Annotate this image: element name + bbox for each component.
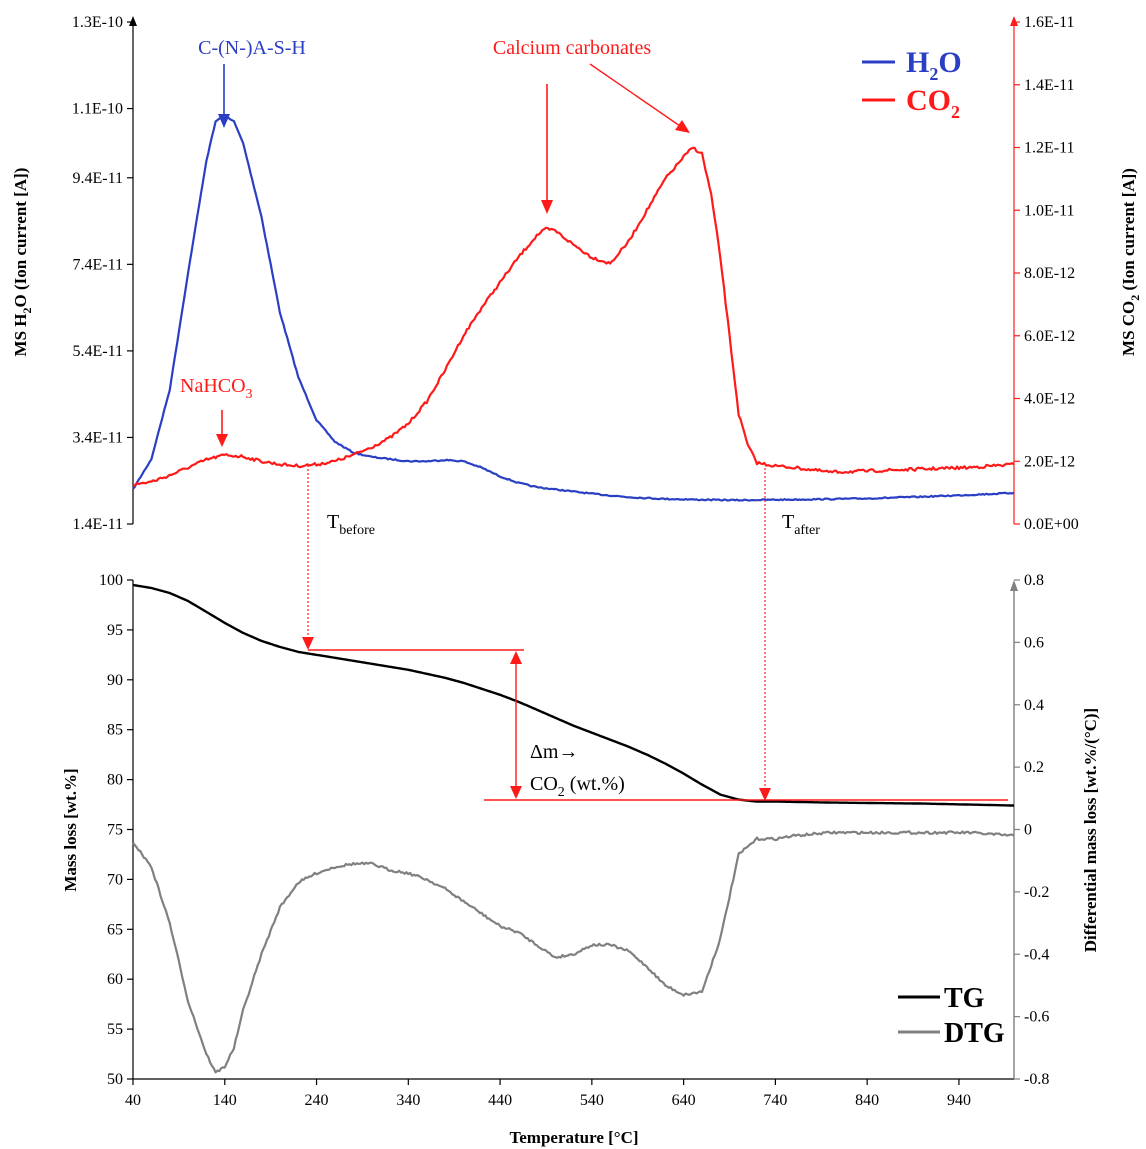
- x-tick-label: 840: [855, 1092, 879, 1109]
- x-tick-label: 440: [488, 1092, 512, 1109]
- top-left-ticks: 1.4E-11 3.4E-11 5.4E-11 7.4E-11 9.4E-11 1.1E-…: [72, 14, 133, 533]
- annotation-carbonates-arrowhead-1: [541, 200, 553, 214]
- tbefore-connector-arrowhead: [302, 637, 314, 650]
- bottom-right-tick-label: -0.6: [1024, 1009, 1049, 1026]
- top-right-tick-label: 1.6E-11: [1024, 14, 1075, 31]
- delta-m-arrowhead-down: [510, 786, 522, 799]
- x-tick-label: 740: [763, 1092, 787, 1109]
- x-tick-label: 140: [213, 1092, 237, 1109]
- bottom-right-tick-label: 0.2: [1024, 759, 1044, 776]
- co2-series-line: [132, 146, 1015, 487]
- top-left-tick-label: 1.1E-10: [72, 101, 123, 118]
- top-right-tick-label: 1.2E-11: [1024, 140, 1075, 157]
- bottom-panel: 50 55 60 65 70 75 80 85 90 95 100 -0.8 -0.6 -0.4 -0.2…: [61, 572, 1100, 1147]
- bottom-right-tick-label: 0.4: [1024, 697, 1044, 714]
- legend-dtg-label: DTG: [944, 1018, 1005, 1049]
- annotation-cnash-arrowhead: [218, 114, 230, 128]
- top-right-axis-label: MS CO2 (Ion current [A]): [1119, 168, 1142, 356]
- bottom-right-tick-label: 0.8: [1024, 572, 1044, 589]
- annotation-nahco3-arrowhead: [216, 434, 228, 447]
- bottom-left-tick-label: 100: [99, 572, 123, 589]
- top-left-axis-label: MS H2O (Ion current [A]): [11, 168, 34, 357]
- bottom-right-tick-label: 0: [1024, 822, 1032, 839]
- top-left-tick-label: 5.4E-11: [72, 343, 123, 360]
- delta-m-arrowhead-up: [510, 651, 522, 664]
- top-right-axis-arrow: [1010, 16, 1018, 26]
- annotation-tafter: Tafter: [782, 511, 820, 538]
- x-tick-label: 40: [125, 1092, 141, 1109]
- top-left-tick-label: 1.4E-11: [72, 516, 123, 533]
- x-axis-label: Temperature [°C]: [509, 1128, 638, 1147]
- bottom-right-ticks: -0.8 -0.6 -0.4 -0.2 0 0.2 0.4 0.6 0.8: [1014, 572, 1049, 1088]
- x-tick-label: 540: [580, 1092, 604, 1109]
- top-left-tick-label: 3.4E-11: [72, 429, 123, 446]
- top-left-tick-label: 9.4E-11: [72, 170, 123, 187]
- bottom-left-tick-label: 50: [107, 1071, 123, 1088]
- bottom-left-tick-label: 60: [107, 971, 123, 988]
- annotation-nahco3: NaHCO3: [180, 375, 253, 402]
- bottom-left-tick-label: 85: [107, 722, 123, 739]
- tafter-connector-arrowhead: [759, 788, 771, 801]
- x-tick-label: 240: [305, 1092, 329, 1109]
- annotation-carbonates-arrow-2: [589, 63, 681, 127]
- x-axis-ticks: 40 140 240 340 440 540 640 740 840 940: [125, 1079, 971, 1109]
- annotation-co2-wt: CO2 (wt.%): [530, 773, 625, 800]
- bottom-left-tick-label: 90: [107, 672, 123, 689]
- bottom-right-tick-label: -0.4: [1024, 946, 1049, 963]
- bottom-left-tick-label: 65: [107, 921, 123, 938]
- annotation-delta-m: Δm→: [530, 741, 578, 763]
- bottom-right-tick-label: 0.6: [1024, 634, 1044, 651]
- top-right-ticks: 0.0E+00 2.0E-12 4.0E-12 6.0E-12 8.0E-12 1.0E-…: [1014, 14, 1079, 533]
- legend-co2-label: CO2: [906, 84, 960, 122]
- top-right-tick-label: 4.0E-12: [1024, 391, 1075, 408]
- bottom-left-axis-label: Mass loss [wt.%]: [61, 768, 80, 891]
- top-right-tick-label: 0.0E+00: [1024, 516, 1079, 533]
- bottom-right-tick-label: -0.2: [1024, 884, 1049, 901]
- bottom-left-tick-label: 75: [107, 822, 123, 839]
- top-right-tick-label: 2.0E-12: [1024, 453, 1075, 470]
- top-left-tick-label: 1.3E-10: [72, 14, 123, 31]
- annotation-carbonates: Calcium carbonates: [493, 37, 651, 59]
- legend-tg-label: TG: [944, 983, 985, 1014]
- bottom-right-axis-arrow: [1010, 580, 1018, 591]
- bottom-right-tick-label: -0.8: [1024, 1071, 1049, 1088]
- bottom-left-tick-label: 95: [107, 622, 123, 639]
- bottom-left-tick-label: 55: [107, 1021, 123, 1038]
- bottom-left-ticks: 50 55 60 65 70 75 80 85 90 95 100: [99, 572, 133, 1088]
- top-right-tick-label: 8.0E-12: [1024, 265, 1075, 282]
- annotation-cnash: C-(N-)A-S-H: [198, 37, 306, 59]
- h2o-series-line: [132, 113, 1015, 502]
- legend-h2o-label: H2O: [906, 46, 962, 84]
- bottom-right-axis-label: Differential mass loss [wt.%/(°C)]: [1081, 708, 1100, 952]
- top-left-tick-label: 7.4E-11: [72, 256, 123, 273]
- top-right-tick-label: 1.0E-11: [1024, 202, 1075, 219]
- top-right-tick-label: 1.4E-11: [1024, 77, 1075, 94]
- dtg-series-line: [132, 830, 1015, 1074]
- tg-series-line: [132, 583, 1014, 807]
- top-left-axis-arrow: [129, 16, 137, 26]
- x-tick-label: 640: [672, 1092, 696, 1109]
- annotation-tbefore: Tbefore: [327, 511, 375, 538]
- annotation-carbonates-arrowhead-2: [675, 120, 690, 133]
- top-panel: 1.4E-11 3.4E-11 5.4E-11 7.4E-11 9.4E-11 1.1E-…: [11, 14, 1142, 538]
- bottom-left-tick-label: 70: [107, 871, 123, 888]
- x-tick-label: 940: [947, 1092, 971, 1109]
- bottom-left-tick-label: 80: [107, 772, 123, 789]
- x-tick-label: 340: [396, 1092, 420, 1109]
- top-right-tick-label: 6.0E-12: [1024, 328, 1075, 345]
